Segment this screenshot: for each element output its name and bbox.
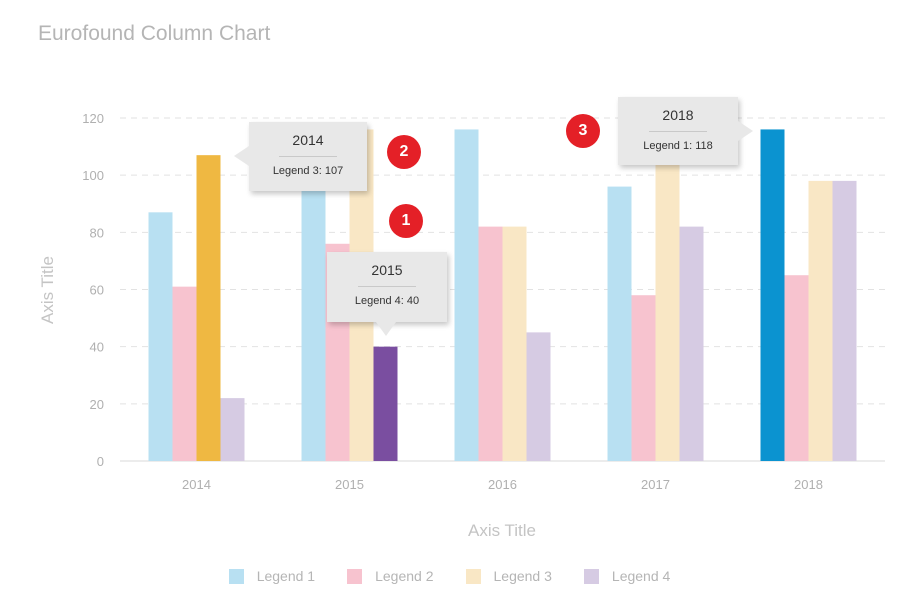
tooltip-arrow [234,146,249,166]
y-tick-label: 0 [97,454,104,469]
tooltip-2018: 2018 Legend 1: 118 [618,97,738,165]
tooltip-heading: 2018 [662,107,694,123]
tooltip-heading: 2015 [371,262,403,278]
legend-swatch [347,568,363,584]
x-tick-label: 2016 [488,477,517,492]
annotation-badge-3: 3 [566,114,600,148]
y-tick-label: 120 [82,111,104,126]
bar[interactable] [478,226,503,461]
bar[interactable] [631,295,656,461]
bar[interactable] [526,332,551,461]
bar[interactable] [655,143,680,461]
y-axis-title: Axis Title [38,256,57,324]
tooltip-body: Legend 1: 118 [643,140,713,152]
tooltip-2014: 2014 Legend 3: 107 [249,122,367,191]
tooltip-body: Legend 3: 107 [272,165,344,177]
y-tick-label: 20 [90,397,104,412]
tooltip-2015: 2015 Legend 4: 40 [327,252,447,322]
bar[interactable] [502,226,527,461]
chart-legend: Legend 1 Legend 2 Legend 3 Legend 4 [0,568,899,584]
x-axis-title: Axis Title [468,521,536,540]
y-tick-label: 80 [90,225,104,240]
chart-title: Eurofound Column Chart [38,22,271,45]
legend-item[interactable]: Legend 4 [583,568,671,584]
tooltip-arrow [738,121,753,141]
bar[interactable] [172,286,197,461]
bar[interactable] [784,275,809,461]
tooltip-legend: Legend 4 [354,295,401,307]
legend-label: Legend 4 [611,568,671,584]
y-tick-label: 100 [82,168,104,183]
legend-swatch [465,568,481,584]
annotation-badge-1: 1 [389,204,423,238]
annotation-badge-2: 2 [387,135,421,169]
x-tick-label: 2018 [794,477,823,492]
tooltip-body: Legend 4: 40 [354,295,420,307]
legend-label: Legend 1 [256,568,316,584]
y-tick-label: 40 [90,340,104,355]
y-tick-label: 60 [90,283,104,298]
bar[interactable] [454,129,479,461]
bar[interactable] [196,155,221,462]
tooltip-heading: 2014 [292,132,324,148]
bar[interactable] [679,226,704,461]
bar[interactable] [373,346,398,461]
bar[interactable] [808,180,833,461]
legend-item[interactable]: Legend 3 [465,568,552,584]
bar[interactable] [220,398,245,461]
legend-swatch [228,568,244,584]
legend-item[interactable]: Legend 1 [228,568,316,584]
legend-item[interactable]: Legend 2 [347,568,434,584]
tooltip-value: 40 [406,295,420,307]
tooltip-arrow [376,322,396,336]
legend-swatch [583,568,599,584]
x-tick-label: 2014 [182,477,211,492]
legend-label: Legend 3 [493,568,552,584]
tooltip-divider [649,131,707,132]
x-tick-label: 2015 [335,477,364,492]
tooltip-legend: Legend 3 [272,165,319,177]
tooltip-divider [279,156,337,157]
bar[interactable] [760,129,785,461]
tooltip-divider [358,286,416,287]
legend-label: Legend 2 [375,568,434,584]
bar[interactable] [148,212,173,461]
x-tick-label: 2017 [641,477,670,492]
tooltip-legend: Legend 1 [643,140,690,152]
tooltip-value: 107 [324,165,344,177]
bar[interactable] [832,180,857,461]
tooltip-value: 118 [695,140,713,152]
bar[interactable] [607,186,632,461]
